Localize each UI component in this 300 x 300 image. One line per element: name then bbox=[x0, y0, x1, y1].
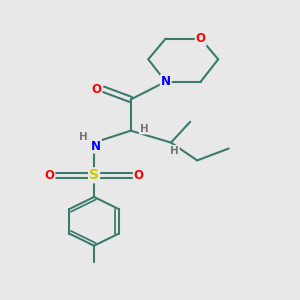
Text: H: H bbox=[79, 132, 88, 142]
Text: S: S bbox=[89, 168, 99, 182]
Text: N: N bbox=[161, 75, 171, 88]
Text: O: O bbox=[44, 169, 54, 182]
Text: O: O bbox=[196, 32, 206, 45]
Text: N: N bbox=[91, 140, 101, 153]
Text: H: H bbox=[170, 146, 179, 156]
Text: O: O bbox=[134, 169, 144, 182]
Text: H: H bbox=[140, 124, 148, 134]
Text: O: O bbox=[92, 82, 101, 96]
